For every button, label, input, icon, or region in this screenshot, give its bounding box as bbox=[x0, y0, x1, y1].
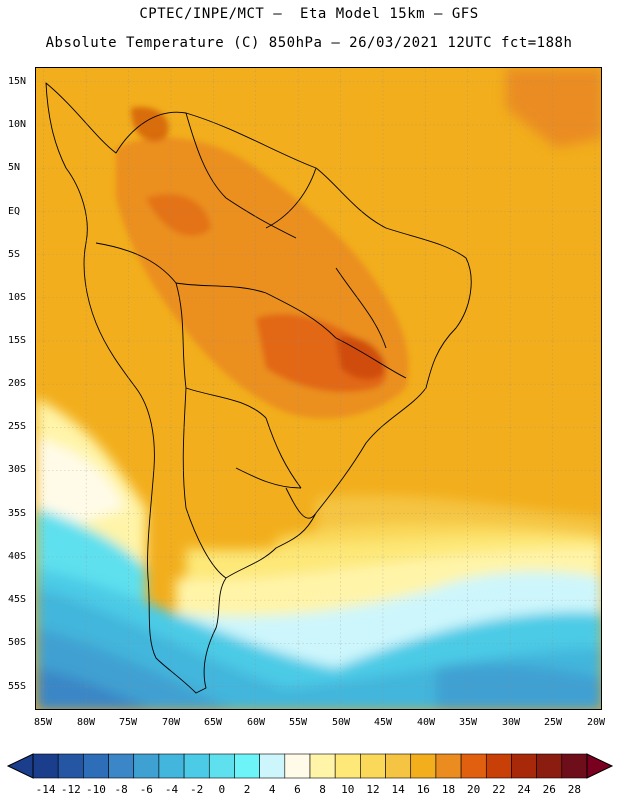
colorbar-cell bbox=[485, 753, 512, 779]
colorbar-cell bbox=[511, 753, 537, 779]
colorbar-cell bbox=[158, 753, 185, 779]
lon-label-80w: 80W bbox=[76, 717, 96, 728]
lon-label-45w: 45W bbox=[373, 717, 393, 728]
lat-label-25s: 25S bbox=[8, 421, 27, 432]
lat-label-30s: 30S bbox=[8, 464, 27, 475]
lat-label-15n: 15N bbox=[8, 76, 27, 87]
colorbar-label: 6 bbox=[294, 783, 301, 796]
lat-lon-grid bbox=[36, 68, 601, 709]
lon-label-65w: 65W bbox=[203, 717, 223, 728]
colorbar-label: 2 bbox=[243, 783, 251, 796]
lat-label-eq: EQ bbox=[8, 206, 21, 217]
colorbar-label: -12 bbox=[60, 783, 81, 796]
colorbar-cell bbox=[284, 753, 311, 779]
colorbar-cell bbox=[435, 753, 462, 779]
lon-label-20w: 20W bbox=[586, 717, 606, 728]
colorbar-low-arrow bbox=[6, 753, 34, 779]
lat-label-55s: 55S bbox=[8, 681, 27, 692]
colorbar-cell bbox=[57, 753, 84, 779]
lon-label-30w: 30W bbox=[501, 717, 521, 728]
colorbar-cell bbox=[234, 753, 260, 779]
colorbar-label: -10 bbox=[86, 783, 106, 796]
colorbar-label: 8 bbox=[319, 783, 326, 796]
colorbar-cell bbox=[108, 753, 135, 779]
lon-label-35w: 35W bbox=[458, 717, 478, 728]
colorbar-label: 18 bbox=[441, 783, 456, 796]
colorbar-cell bbox=[410, 753, 437, 779]
lat-label-45s: 45S bbox=[8, 594, 27, 605]
colorbar-label: 16 bbox=[416, 783, 430, 796]
colorbar-high-arrow bbox=[586, 753, 614, 779]
lat-label-10s: 10S bbox=[8, 292, 27, 303]
colorbar-cell bbox=[133, 753, 160, 779]
temperature-map bbox=[35, 67, 602, 710]
lat-label-5s: 5S bbox=[8, 249, 21, 260]
lon-label-55w: 55W bbox=[288, 717, 308, 728]
colorbar-label: 10 bbox=[341, 783, 355, 796]
colorbar-cell bbox=[360, 753, 386, 779]
lon-label-25w: 25W bbox=[543, 717, 563, 728]
colorbar-label: 24 bbox=[517, 783, 531, 796]
colorbar-cell bbox=[309, 753, 336, 779]
colorbar-label: -4 bbox=[164, 783, 179, 796]
colorbar-cell bbox=[561, 753, 588, 779]
colorbar-label: -8 bbox=[114, 783, 128, 796]
colorbar-label: 26 bbox=[542, 783, 556, 796]
lon-label-75w: 75W bbox=[118, 717, 138, 728]
colorbar-label: 20 bbox=[467, 783, 481, 796]
title-line-1: CPTEC/INPE/MCT – Eta Model 15km – GFS bbox=[139, 6, 479, 22]
lat-label-20s: 20S bbox=[8, 378, 27, 389]
colorbar-cell bbox=[183, 753, 210, 779]
colorbar-label: -14 bbox=[35, 783, 56, 796]
colorbar-cell bbox=[83, 753, 109, 779]
colorbar-label: 12 bbox=[366, 783, 380, 796]
colorbar bbox=[6, 753, 614, 779]
lon-label-60w: 60W bbox=[246, 717, 266, 728]
colorbar-label: 28 bbox=[567, 783, 582, 796]
colorbar-cell bbox=[32, 753, 59, 779]
lon-label-85w: 85W bbox=[33, 717, 53, 728]
colorbar-cell bbox=[460, 753, 487, 779]
title-line-2: Absolute Temperature (C) 850hPa – 26/03/… bbox=[45, 35, 573, 51]
colorbar-label: 22 bbox=[492, 783, 506, 796]
lon-label-40w: 40W bbox=[416, 717, 436, 728]
colorbar-cell bbox=[334, 753, 361, 779]
lat-label-5n: 5N bbox=[8, 162, 21, 173]
colorbar-label: -6 bbox=[139, 783, 153, 796]
colorbar-label: 14 bbox=[391, 783, 405, 796]
lon-label-50w: 50W bbox=[331, 717, 351, 728]
lat-label-10n: 10N bbox=[8, 119, 27, 130]
colorbar-label: 4 bbox=[268, 783, 276, 796]
lat-label-40s: 40S bbox=[8, 551, 27, 562]
colorbar-cell bbox=[385, 753, 412, 779]
colorbar-label: -2 bbox=[190, 783, 204, 796]
colorbar-label: 0 bbox=[218, 783, 226, 796]
lat-label-15s: 15S bbox=[8, 335, 27, 346]
colorbar-cell bbox=[536, 753, 563, 779]
map-svg bbox=[36, 68, 601, 709]
colorbar-cell bbox=[259, 753, 286, 779]
lat-label-35s: 35S bbox=[8, 508, 27, 519]
lon-label-70w: 70W bbox=[161, 717, 181, 728]
colorbar-cell bbox=[208, 753, 235, 779]
lat-label-50s: 50S bbox=[8, 637, 27, 648]
